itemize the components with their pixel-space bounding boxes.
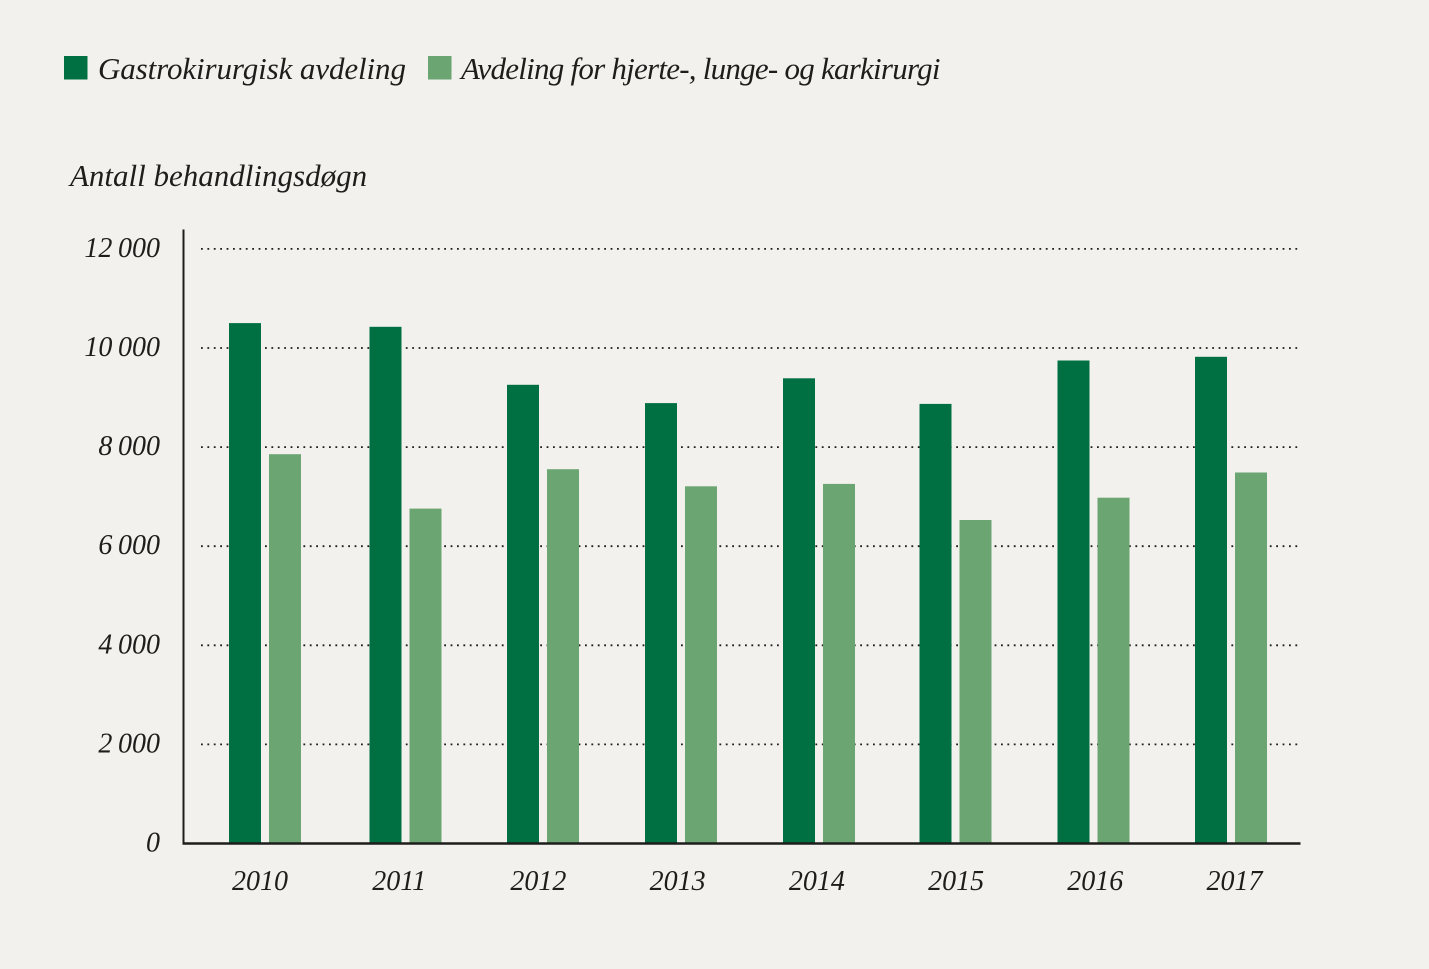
svg-text:Avdeling for hjerte-, lunge- o: Avdeling for hjerte-, lunge- og karkirur… — [459, 51, 940, 86]
svg-text:Antall behandlingsdøgn: Antall behandlingsdøgn — [68, 158, 367, 193]
svg-text:8 000: 8 000 — [98, 431, 160, 462]
svg-text:2012: 2012 — [510, 866, 566, 897]
svg-text:2016: 2016 — [1067, 866, 1123, 897]
svg-text:2014: 2014 — [789, 866, 845, 897]
svg-text:12 000: 12 000 — [84, 233, 160, 264]
svg-text:2013: 2013 — [650, 866, 706, 897]
svg-text:2010: 2010 — [232, 866, 288, 897]
svg-text:6 000: 6 000 — [98, 530, 160, 561]
svg-text:2017: 2017 — [1207, 866, 1264, 897]
svg-text:Gastrokirurgisk avdeling: Gastrokirurgisk avdeling — [98, 51, 406, 86]
svg-text:2011: 2011 — [372, 866, 426, 897]
svg-text:10 000: 10 000 — [84, 332, 160, 363]
svg-text:4 000: 4 000 — [98, 629, 160, 660]
svg-text:2015: 2015 — [928, 866, 984, 897]
svg-text:2 000: 2 000 — [98, 728, 160, 759]
svg-text:0: 0 — [146, 828, 160, 859]
